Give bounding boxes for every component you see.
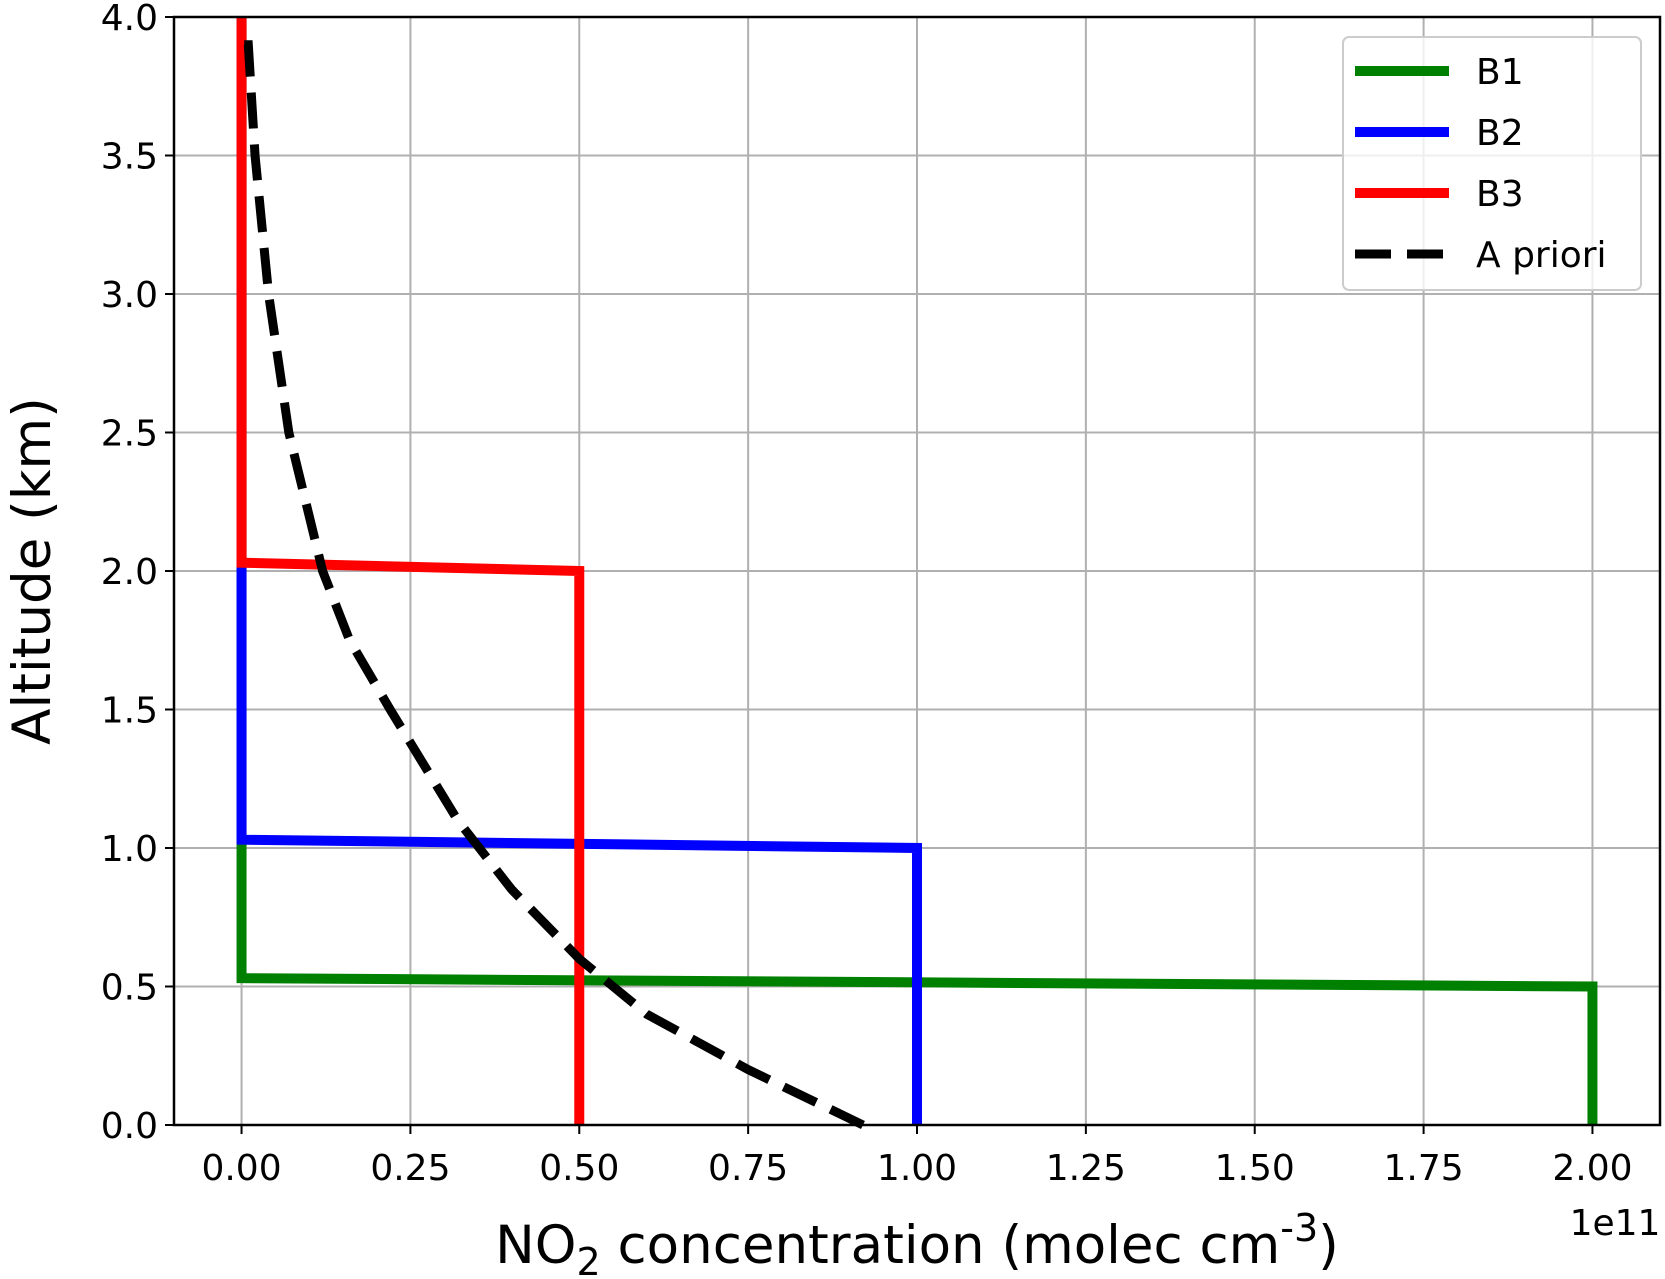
x-label-part: ) [1318,1215,1339,1276]
legend-box [1342,36,1642,291]
series-line [236,17,585,1125]
legend-label: B2 [1476,113,1524,154]
legend-label: A priori [1476,235,1607,276]
x-tick-label: 0.75 [708,1148,788,1189]
y-tick-label: 3.5 [101,137,158,178]
y-tick-label: 0.0 [101,1106,158,1147]
y-tick-label: 4.0 [101,0,158,39]
x-tick-label: 0.50 [539,1148,619,1189]
plot-lines [236,17,1598,1130]
y-axis-label: Altitude (km) [2,397,63,745]
y-tick-label: 1.5 [101,691,158,732]
x-tick-label: 2.00 [1552,1148,1632,1189]
x-label-superscript: -3 [1280,1206,1318,1250]
x-tick-label: 1.00 [877,1148,957,1189]
legend-label: B3 [1476,174,1524,215]
legend-label: B1 [1476,52,1524,93]
x-offset-label: 1e11 [1570,1203,1661,1244]
x-axis-label: NO2 concentration (molec cm-3) [495,1206,1339,1279]
x-tick-label: 0.00 [201,1148,281,1189]
y-tick-label: 0.5 [101,968,158,1009]
x-label-part: concentration (molec cm [601,1215,1281,1276]
y-tick-label: 3.0 [101,275,158,316]
y-tick-label: 2.0 [101,552,158,593]
legend: B1 B2 B3 A priori [1342,36,1642,291]
x-tick-label: 0.25 [370,1148,450,1189]
y-tick-label: 1.0 [101,829,158,870]
x-tick-label: 1.75 [1384,1148,1464,1189]
x-tick-label: 1.25 [1046,1148,1126,1189]
x-label-subscript: 2 [577,1240,601,1279]
series-line [241,40,865,1130]
y-tick-label: 2.5 [101,414,158,455]
x-label-part: NO [495,1215,576,1276]
x-tick-label: 1.50 [1215,1148,1295,1189]
ticks: 0.00 0.25 0.50 0.75 1.00 1.25 1.50 1.75 2.00 0.0 0… [101,0,1633,1189]
